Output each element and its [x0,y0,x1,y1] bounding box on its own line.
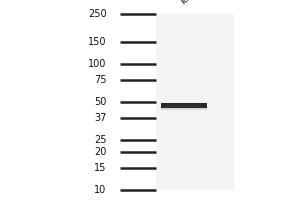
Text: lung: lung [179,0,202,6]
Text: 100: 100 [88,59,106,69]
Text: 25: 25 [94,135,106,145]
Bar [165,105,202,107]
Bar [160,103,207,110]
Text: 50: 50 [94,97,106,107]
Text: 20: 20 [94,147,106,157]
Text: 15: 15 [94,163,106,173]
Text: 150: 150 [88,37,106,47]
Text: 10: 10 [94,185,106,195]
Bar [160,103,207,108]
Text: 250: 250 [88,9,106,19]
Bar [156,14,234,190]
Text: 37: 37 [94,113,106,123]
Text: 75: 75 [94,75,106,85]
